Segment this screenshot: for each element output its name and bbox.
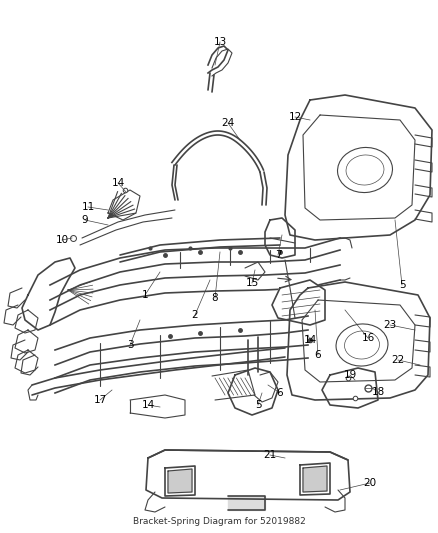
Text: 8: 8 [212,293,218,303]
Polygon shape [146,450,350,500]
Text: 6: 6 [277,388,283,398]
Text: 1: 1 [141,290,148,300]
Text: 7: 7 [275,250,281,260]
Text: 17: 17 [93,395,106,405]
Polygon shape [165,466,195,496]
Polygon shape [287,282,430,400]
Text: 21: 21 [263,450,277,460]
Text: 18: 18 [371,387,385,397]
Polygon shape [300,463,330,495]
Text: 5: 5 [399,280,405,290]
Text: 14: 14 [111,178,125,188]
Polygon shape [228,496,265,510]
Text: 6: 6 [314,350,321,360]
Text: 16: 16 [361,333,374,343]
Text: 12: 12 [288,112,302,122]
Text: 22: 22 [392,355,405,365]
Text: 9: 9 [82,215,88,225]
Text: 24: 24 [221,118,235,128]
Text: 11: 11 [81,202,95,212]
Text: 15: 15 [245,278,258,288]
Polygon shape [228,368,278,415]
Polygon shape [272,280,325,325]
Polygon shape [22,258,75,330]
Polygon shape [306,285,330,318]
Text: 5: 5 [254,400,261,410]
Polygon shape [322,368,378,408]
Polygon shape [285,95,432,240]
Text: 3: 3 [127,340,133,350]
Polygon shape [303,466,327,492]
Text: 2: 2 [192,310,198,320]
Polygon shape [265,218,295,258]
Text: 13: 13 [213,37,226,47]
Text: 14: 14 [141,400,155,410]
Text: 10: 10 [56,235,69,245]
Text: 19: 19 [343,370,357,380]
Polygon shape [168,469,192,493]
Text: 23: 23 [383,320,397,330]
Text: Bracket-Spring Diagram for 52019882: Bracket-Spring Diagram for 52019882 [133,518,305,527]
Text: 14: 14 [304,335,317,345]
Text: 20: 20 [364,478,377,488]
